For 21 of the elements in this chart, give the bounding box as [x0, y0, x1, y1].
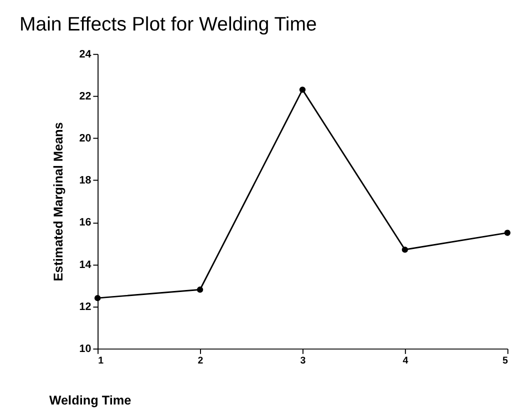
point — [402, 246, 408, 253]
y-tick-label: 16 — [79, 216, 92, 229]
x-tick-label: 1 — [98, 356, 104, 367]
x-tick-label: 2 — [198, 356, 204, 367]
x-tick-label: 3 — [300, 356, 306, 367]
y-tick-label: 14 — [79, 258, 92, 271]
y-tick-label: 22 — [79, 90, 92, 102]
y-tick-label: 20 — [79, 132, 92, 145]
y-axis-title: Estimated Marginal Means — [52, 122, 66, 282]
point — [504, 230, 510, 236]
y-tick-label: 24 — [79, 48, 92, 60]
point — [94, 294, 101, 302]
y-tick-label: 12 — [79, 300, 92, 313]
chart-title: Main Effects Plot for Welding Time — [20, 13, 317, 36]
y-tick-label: 10 — [79, 342, 92, 355]
x-tick-label: 4 — [402, 356, 409, 367]
y-tick-label: 18 — [79, 174, 92, 187]
point — [196, 286, 204, 293]
x-axis-title: Welding Time — [49, 394, 132, 408]
point — [299, 86, 306, 93]
x-tick-label: 5 — [502, 356, 508, 367]
